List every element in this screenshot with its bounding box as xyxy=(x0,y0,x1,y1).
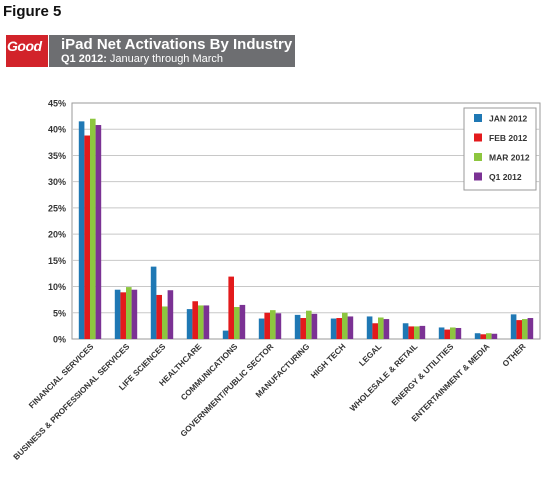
bar xyxy=(131,289,138,339)
bar xyxy=(186,309,193,339)
bar xyxy=(306,310,312,339)
bar xyxy=(120,292,126,339)
bar xyxy=(330,318,337,339)
y-tick-label: 45% xyxy=(48,99,66,109)
bar xyxy=(450,327,456,339)
bar xyxy=(480,334,486,339)
bar xyxy=(228,276,234,339)
y-tick-label: 5% xyxy=(53,308,66,318)
bar xyxy=(516,320,522,339)
bar xyxy=(234,307,240,339)
chart-header: iPad Net Activations By Industry Q1 2012… xyxy=(49,35,295,67)
bar xyxy=(438,327,445,339)
chart-subtitle: Q1 2012: January through March xyxy=(61,53,223,65)
bar xyxy=(491,333,498,339)
bar xyxy=(114,289,121,339)
bar xyxy=(486,333,492,339)
bar xyxy=(522,319,528,339)
bar xyxy=(378,317,384,339)
x-tick-label: ENERGY & UTILITIES xyxy=(390,342,456,408)
bar xyxy=(275,313,282,339)
legend-label: MAR 2012 xyxy=(489,153,530,163)
y-tick-label: 20% xyxy=(48,230,66,240)
x-tick-label: ENTERTAINMENT & MEDIA xyxy=(410,342,492,424)
bar xyxy=(300,318,306,339)
bar xyxy=(95,125,102,339)
bar xyxy=(372,323,378,339)
bar xyxy=(383,319,390,339)
bar xyxy=(366,316,373,339)
bar xyxy=(167,290,174,339)
x-tick-label: WHOLESALE & RETAIL xyxy=(348,342,419,413)
legend-label: Q1 2012 xyxy=(489,172,522,182)
x-tick-label: OTHER xyxy=(501,342,528,369)
figure-label: Figure 5 xyxy=(3,3,62,20)
bar xyxy=(347,316,354,339)
bar xyxy=(156,294,162,339)
legend-swatch xyxy=(474,114,482,122)
bar xyxy=(90,118,96,339)
bar xyxy=(198,305,204,339)
good-logo: Good xyxy=(6,35,48,67)
bar xyxy=(264,312,270,339)
bar xyxy=(336,318,342,339)
bar xyxy=(270,310,276,339)
plot-area xyxy=(71,102,541,340)
x-tick-label: LEGAL xyxy=(357,342,383,368)
chart-title: iPad Net Activations By Industry xyxy=(61,36,293,53)
subtitle-range: January through March xyxy=(106,53,224,65)
bar xyxy=(419,325,426,339)
bar xyxy=(126,287,132,339)
bar xyxy=(162,306,168,339)
y-tick-label: 40% xyxy=(48,125,66,135)
x-tick-label: FINANCIAL SERVICES xyxy=(27,342,96,411)
y-tick-label: 30% xyxy=(48,177,66,187)
bar xyxy=(84,135,90,339)
bar xyxy=(414,326,420,339)
bar xyxy=(203,305,210,339)
x-tick-label: HIGH TECH xyxy=(309,342,347,380)
legend-swatch xyxy=(474,172,482,181)
bar xyxy=(455,327,462,339)
bar xyxy=(474,333,481,339)
y-tick-label: 0% xyxy=(53,335,66,345)
bar xyxy=(342,312,348,339)
bar xyxy=(222,330,229,339)
bar xyxy=(192,301,198,339)
bar xyxy=(311,313,318,339)
y-tick-label: 25% xyxy=(48,203,66,213)
bar xyxy=(239,304,246,339)
bar xyxy=(294,314,301,339)
y-tick-label: 10% xyxy=(48,282,66,292)
subtitle-period: Q1 2012: xyxy=(61,53,107,65)
bar xyxy=(402,323,409,339)
y-tick-label: 15% xyxy=(48,256,66,266)
legend-label: JAN 2012 xyxy=(489,114,528,124)
legend-swatch xyxy=(474,153,482,161)
bar xyxy=(510,314,517,339)
legend-label: FEB 2012 xyxy=(489,133,528,143)
bar xyxy=(78,121,85,339)
bar xyxy=(527,318,534,339)
y-tick-label: 35% xyxy=(48,151,66,161)
legend-swatch xyxy=(474,133,482,142)
bar xyxy=(258,318,265,339)
bar xyxy=(408,326,414,339)
bar xyxy=(444,329,450,339)
bar xyxy=(150,266,157,339)
